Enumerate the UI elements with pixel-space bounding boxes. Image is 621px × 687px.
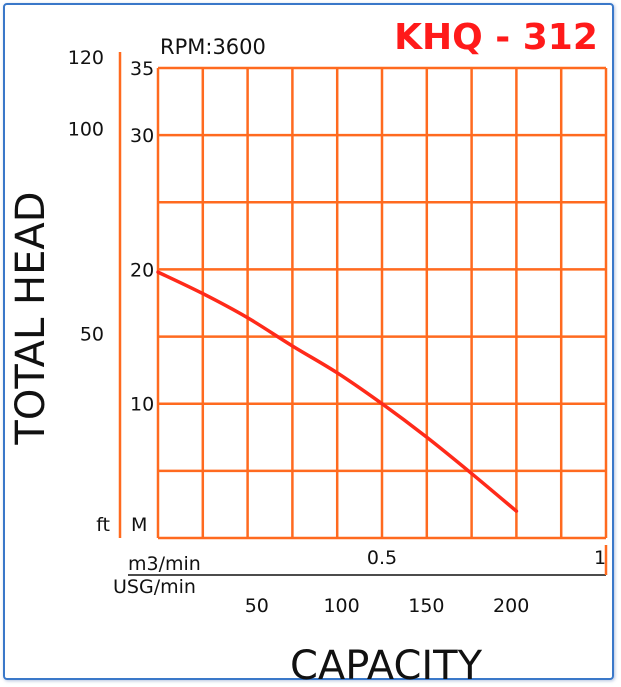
chart-subtitle: RPM:3600 (160, 35, 266, 59)
x-tick-label-usg: 150 (408, 595, 444, 617)
y-tick-label-ft: 120 (68, 47, 104, 69)
chart-frame (3, 3, 614, 680)
x-tick-label-usg: 50 (245, 595, 269, 617)
x-unit-usgmin: USG/min (113, 576, 196, 598)
y-tick-label-m: 30 (130, 125, 154, 147)
chart-title: KHQ - 312 (394, 17, 598, 58)
x-tick-label-m3: 1 (594, 547, 606, 569)
x-tick-label-usg: 200 (493, 595, 529, 617)
x-axis-title: CAPACITY (290, 643, 483, 687)
y-tick-label-m: 10 (130, 394, 154, 416)
y-tick-label-ft: 100 (68, 119, 104, 141)
y-tick-label-m: 35 (130, 58, 154, 80)
x-unit-m3min: m3/min (128, 553, 201, 575)
y-axis-title: TOTAL HEAD (8, 191, 54, 445)
x-tick-label-usg: 100 (323, 595, 359, 617)
y-tick-label-m: 20 (130, 259, 154, 281)
y-unit-m: M (131, 514, 147, 536)
chart-grid (158, 66, 608, 538)
performance-curve (156, 270, 519, 513)
x-tick-label-m3: 0.5 (367, 547, 397, 569)
chart-axes (118, 52, 608, 576)
y-unit-ft: ft (96, 514, 110, 536)
y-tick-label-ft: 50 (80, 323, 104, 345)
